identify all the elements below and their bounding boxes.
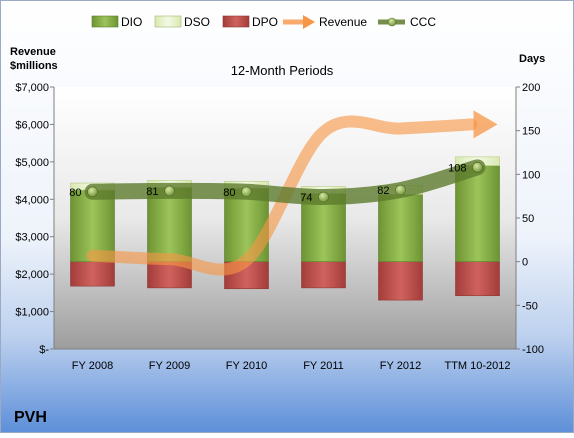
left-axis-label-line2: $millions — [10, 60, 58, 72]
ccc-data-label: 80 — [223, 187, 235, 199]
legend-label-dso: DSO — [184, 15, 210, 29]
ccc-data-label: 81 — [146, 186, 158, 198]
legend-swatch-dpo — [222, 15, 250, 28]
left-tick-label: $- — [39, 344, 49, 356]
left-tick-label: $1,000 — [15, 307, 49, 319]
bar-dpo — [455, 261, 500, 297]
left-axis-ticks: $- $1,000 $2,000 $3,000 $4,000 $5,000 $6,000 $7… — [15, 82, 54, 356]
legend-swatch-dio — [91, 15, 119, 28]
left-axis-label-line1: Revenue — [10, 46, 56, 58]
bar-dpo — [301, 261, 346, 289]
ccc-point — [318, 191, 329, 203]
ccc-point — [241, 186, 252, 198]
ccc-point — [395, 184, 406, 196]
legend-swatch-ccc-dot — [387, 17, 397, 27]
legend-swatch-revenue-arrowhead — [303, 15, 315, 29]
right-tick-label: 150 — [522, 126, 540, 138]
legend-label-dio: DIO — [121, 15, 142, 29]
right-tick-label: -50 — [522, 300, 538, 312]
legend-label-dpo: DPO — [252, 15, 278, 29]
legend-label-ccc: CCC — [410, 15, 436, 29]
bar-dio — [147, 187, 192, 262]
ccc-data-label: 82 — [377, 185, 389, 197]
right-tick-label: 0 — [522, 257, 528, 269]
category-label: FY 2012 — [380, 360, 421, 372]
ccc-data-label: 108 — [448, 162, 466, 174]
bar-dio — [455, 165, 500, 262]
legend-swatch-dso — [154, 15, 182, 28]
category-label: FY 2009 — [149, 360, 190, 372]
left-tick-label: $6,000 — [15, 119, 49, 131]
legend: DIO DSO DPO Revenue CCC — [91, 15, 436, 29]
line-series: 80 81 80 74 82 108 — [69, 110, 498, 276]
ccc-line — [84, 159, 486, 206]
bar-dio — [70, 189, 115, 262]
revenue-arrowhead — [473, 110, 498, 139]
left-tick-label: $4,000 — [15, 194, 49, 206]
category-labels: FY 2008 FY 2009 FY 2010 FY 2011 FY 2012 TTM 1… — [72, 360, 511, 372]
category-label: FY 2011 — [303, 360, 344, 372]
ccc-point — [164, 185, 175, 197]
right-tick-label: 100 — [522, 169, 540, 181]
bar-dpo — [70, 261, 115, 287]
company-label: PVH — [14, 409, 47, 426]
right-tick-label: 200 — [522, 82, 540, 94]
ccc-data-label: 80 — [69, 187, 81, 199]
category-label: TTM 10-2012 — [444, 360, 510, 372]
left-tick-label: $2,000 — [15, 269, 49, 281]
ccc-data-label: 74 — [300, 192, 312, 204]
ccc-point — [87, 186, 98, 198]
right-axis-label: Days — [519, 53, 545, 65]
left-tick-label: $3,000 — [15, 232, 49, 244]
right-tick-label: 50 — [522, 213, 534, 225]
bar-dpo — [378, 261, 423, 301]
category-label: FY 2010 — [226, 360, 267, 372]
ccc-point — [472, 162, 483, 173]
right-tick-label: -100 — [522, 344, 544, 356]
left-tick-label: $7,000 — [15, 82, 49, 94]
right-axis-ticks: -100 -50 0 50 100 150 200 — [516, 82, 544, 356]
left-tick-label: $5,000 — [15, 157, 49, 169]
bar-dio — [378, 194, 423, 262]
chart-title: 12-Month Periods — [231, 63, 334, 78]
category-label: FY 2008 — [72, 360, 113, 372]
legend-label-revenue: Revenue — [319, 15, 367, 29]
